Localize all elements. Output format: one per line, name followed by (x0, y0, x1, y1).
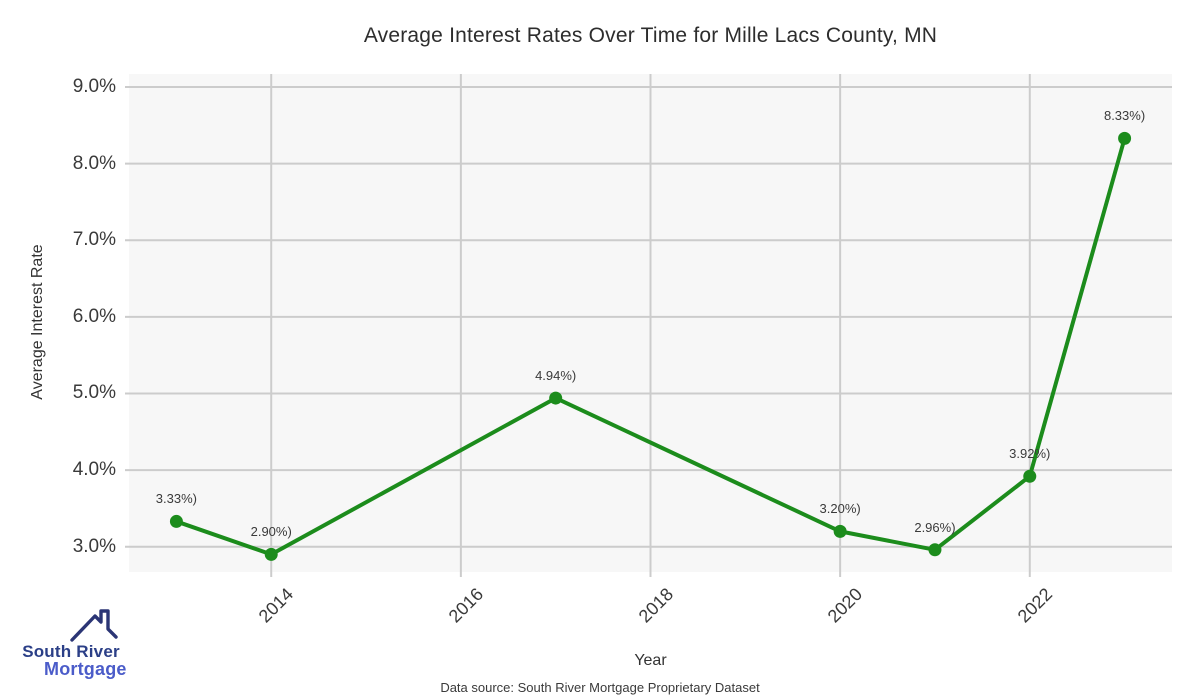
data-point-label: 8.33%) (1103, 108, 1146, 124)
y-tick-label: 8.0% (72, 152, 116, 174)
data-point-marker (549, 391, 563, 405)
y-tick-label: 9.0% (72, 76, 116, 98)
x-tick-label: 2020 (823, 584, 867, 627)
x-tick-label: 2014 (254, 584, 298, 627)
data-point-label: 3.92%) (1009, 446, 1051, 462)
logo-text-line2: Mortgage (44, 659, 127, 679)
chart-title: Average Interest Rates Over Time for Mil… (363, 24, 938, 47)
data-point-marker (169, 514, 183, 528)
y-tick-label: 4.0% (72, 459, 116, 481)
x-axis-label: Year (634, 652, 667, 669)
data-point-marker (928, 543, 942, 557)
data-point-label: 2.90%) (250, 524, 292, 540)
y-tick-label: 6.0% (72, 305, 116, 327)
house-roof-icon (70, 609, 118, 642)
data-source-note: Data source: South River Mortgage Propri… (440, 680, 760, 695)
line-chart-canvas (125, 74, 1172, 577)
data-point-marker (1023, 469, 1037, 483)
data-point-label: 3.33%) (155, 491, 197, 507)
logo-text-line1: South River (22, 642, 120, 661)
plot-area (125, 74, 1172, 577)
brand-logo: South River Mortgage (10, 604, 140, 688)
data-point-marker (1118, 131, 1132, 145)
data-point-label: 2.96%) (914, 519, 956, 535)
x-tick-label: 2018 (634, 584, 677, 627)
x-tick-label: 2022 (1013, 584, 1056, 627)
x-tick-label: 2016 (444, 584, 488, 627)
data-point-label: 3.20%) (819, 501, 861, 517)
data-point-marker (264, 547, 278, 561)
data-point-marker (833, 524, 847, 538)
data-point-label: 4.94%) (535, 368, 577, 384)
y-tick-label: 5.0% (72, 382, 116, 404)
y-tick-label: 7.0% (72, 229, 116, 251)
y-tick-label: 3.0% (72, 535, 116, 557)
